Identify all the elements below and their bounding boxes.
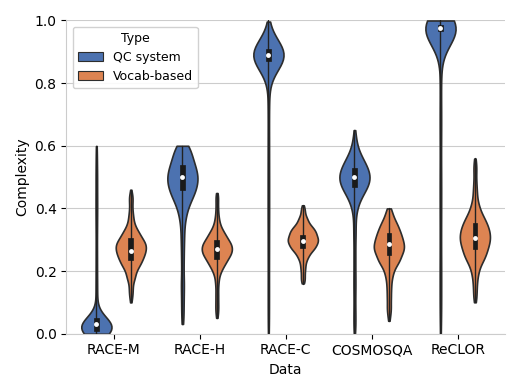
Bar [214,240,219,259]
Bar [473,223,477,249]
Bar [352,168,357,187]
Bar [266,49,271,61]
Legend: QC system, Vocab-based: QC system, Vocab-based [72,27,198,88]
Bar [386,234,391,256]
Bar [128,238,133,260]
Y-axis label: Complexity: Complexity [15,138,29,216]
X-axis label: Data: Data [269,363,303,377]
Bar [438,25,443,31]
Bar [94,318,99,330]
Bar [301,235,305,248]
Bar [180,165,185,190]
